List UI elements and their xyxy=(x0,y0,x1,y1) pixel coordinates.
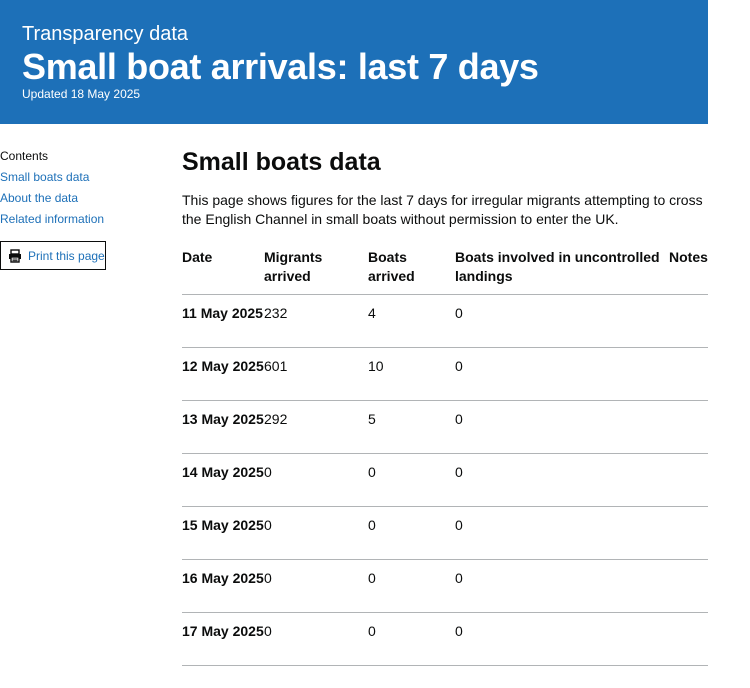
cell-notes xyxy=(669,612,708,666)
table-row: 14 May 2025 0 0 0 xyxy=(182,453,708,507)
cell-migrants-arrived: 232 xyxy=(264,294,368,348)
main-content: Small boats data This page shows figures… xyxy=(182,146,708,666)
table-row: 16 May 2025 0 0 0 xyxy=(182,559,708,613)
column-header-date: Date xyxy=(182,248,264,295)
contents-link-small-boats-data[interactable]: Small boats data xyxy=(0,170,90,184)
table-row: 17 May 2025 0 0 0 xyxy=(182,612,708,666)
cell-date: 14 May 2025 xyxy=(182,453,264,507)
cell-notes xyxy=(669,400,708,454)
cell-uncontrolled-landings: 0 xyxy=(455,612,669,666)
table-row: 11 May 2025 232 4 0 xyxy=(182,294,708,348)
printer-icon xyxy=(8,248,22,263)
contents-label: Contents xyxy=(0,149,49,163)
cell-migrants-arrived: 601 xyxy=(264,347,368,401)
contents-link-related-information[interactable]: Related information xyxy=(0,212,105,226)
document-type: Transparency data xyxy=(22,23,189,45)
cell-boats-arrived: 5 xyxy=(368,400,455,454)
cell-boats-arrived: 0 xyxy=(368,453,455,507)
cell-boats-arrived: 4 xyxy=(368,294,455,348)
cell-boats-arrived: 0 xyxy=(368,506,455,560)
cell-boats-arrived: 0 xyxy=(368,612,455,666)
cell-notes xyxy=(669,294,708,348)
table-row: 15 May 2025 0 0 0 xyxy=(182,506,708,560)
column-header-boats-arrived: Boats arrived xyxy=(368,248,455,295)
cell-boats-arrived: 10 xyxy=(368,347,455,401)
table-header-row: Date Migrants arrived Boats arrived Boat… xyxy=(182,248,708,295)
print-page-button[interactable]: Print this page xyxy=(0,241,106,270)
page-header-banner: Transparency data Small boat arrivals: l… xyxy=(0,0,708,124)
cell-uncontrolled-landings: 0 xyxy=(455,400,669,454)
contents-sidebar: Contents Small boats data About the data… xyxy=(0,149,160,270)
cell-migrants-arrived: 0 xyxy=(264,506,368,560)
cell-migrants-arrived: 0 xyxy=(264,559,368,613)
intro-paragraph: This page shows figures for the last 7 d… xyxy=(182,192,703,227)
print-page-label: Print this page xyxy=(28,248,105,263)
column-header-notes: Notes xyxy=(669,248,708,295)
cell-uncontrolled-landings: 0 xyxy=(455,294,669,348)
cell-uncontrolled-landings: 0 xyxy=(455,347,669,401)
cell-migrants-arrived: 292 xyxy=(264,400,368,454)
cell-migrants-arrived: 0 xyxy=(264,453,368,507)
cell-date: 15 May 2025 xyxy=(182,506,264,560)
cell-boats-arrived: 0 xyxy=(368,559,455,613)
arrivals-table: Date Migrants arrived Boats arrived Boat… xyxy=(182,248,708,666)
cell-date: 16 May 2025 xyxy=(182,559,264,613)
cell-date: 13 May 2025 xyxy=(182,400,264,454)
cell-migrants-arrived: 0 xyxy=(264,612,368,666)
cell-uncontrolled-landings: 0 xyxy=(455,506,669,560)
cell-uncontrolled-landings: 0 xyxy=(455,453,669,507)
updated-date: Updated 18 May 2025 xyxy=(22,87,141,101)
cell-date: 11 May 2025 xyxy=(182,294,264,348)
cell-notes xyxy=(669,506,708,560)
cell-date: 17 May 2025 xyxy=(182,612,264,666)
cell-notes xyxy=(669,453,708,507)
cell-notes xyxy=(669,559,708,613)
cell-date: 12 May 2025 xyxy=(182,347,264,401)
table-row: 13 May 2025 292 5 0 xyxy=(182,400,708,454)
cell-uncontrolled-landings: 0 xyxy=(455,559,669,613)
column-header-migrants-arrived: Migrants arrived xyxy=(264,248,368,295)
table-row: 12 May 2025 601 10 0 xyxy=(182,347,708,401)
cell-notes xyxy=(669,347,708,401)
page-title: Small boat arrivals: last 7 days xyxy=(22,46,539,87)
column-header-uncontrolled-landings: Boats involved in uncontrolled landings xyxy=(455,248,669,295)
section-heading: Small boats data xyxy=(182,148,381,176)
contents-link-about-the-data[interactable]: About the data xyxy=(0,191,79,205)
